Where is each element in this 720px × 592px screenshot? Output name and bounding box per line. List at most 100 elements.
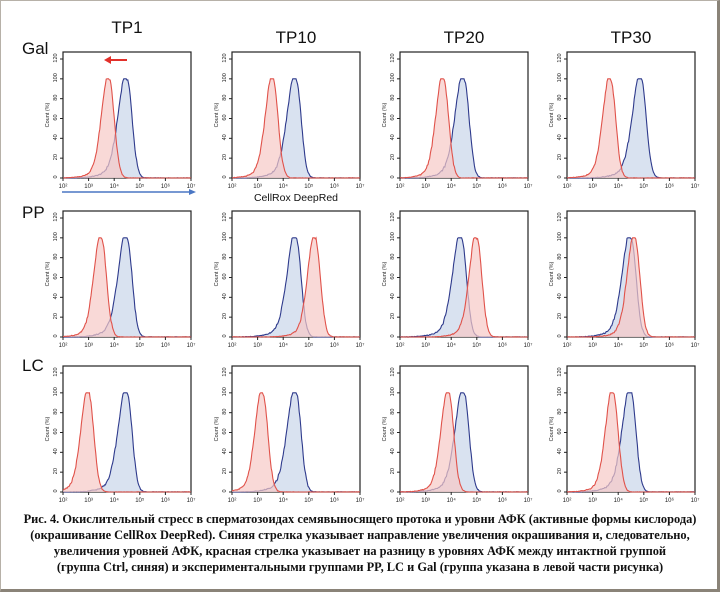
y-tick-label: 120 bbox=[557, 53, 563, 62]
panel-gal-tp30: 0 20 40 60 80 100 120 Count (%) 10² 10³ 10⁴ 10⁵ 10⁶ 1… bbox=[549, 51, 699, 190]
y-tick-label: 0 bbox=[53, 334, 59, 337]
ctrl-histogram-fill bbox=[400, 78, 528, 178]
y-tick-label: 20 bbox=[53, 154, 59, 160]
x-tick-label: 10⁵ bbox=[472, 183, 482, 190]
column-title-tp10: TP10 bbox=[275, 28, 317, 47]
y-axis-label: Count (%) bbox=[214, 261, 220, 286]
y-tick-label: 0 bbox=[53, 175, 59, 178]
x-tick-label: 10⁵ bbox=[639, 342, 649, 349]
x-tick-label: 10² bbox=[228, 343, 237, 349]
y-tick-label: 80 bbox=[53, 254, 59, 260]
x-tick-label: 10³ bbox=[588, 343, 597, 349]
y-tick-label: 0 bbox=[222, 334, 228, 337]
experimental-histogram-line bbox=[63, 78, 192, 179]
blue-arrow-icon bbox=[62, 189, 196, 195]
x-tick-label: 10² bbox=[563, 184, 572, 190]
panel-lc-tp1: 0 20 40 60 80 100 120 Count (%) 10² 10³ 10⁴ 10⁵ 10⁶ 1… bbox=[45, 365, 195, 504]
x-tick-label: 10⁷ bbox=[356, 497, 365, 504]
x-tick-label: 10⁶ bbox=[161, 183, 171, 190]
x-tick-label: 10³ bbox=[253, 184, 262, 190]
y-tick-label: 100 bbox=[53, 232, 59, 241]
y-tick-label: 80 bbox=[222, 95, 228, 101]
row-label-gal: Gal bbox=[22, 39, 49, 58]
y-tick-label: 40 bbox=[390, 293, 396, 299]
x-tick-label: 10³ bbox=[84, 498, 93, 504]
y-axis-label: Count (%) bbox=[45, 102, 51, 127]
y-tick-label: 60 bbox=[53, 273, 59, 279]
x-tick-label: 10³ bbox=[588, 498, 597, 504]
y-tick-label: 80 bbox=[390, 254, 396, 260]
y-tick-label: 60 bbox=[390, 428, 396, 434]
y-tick-label: 100 bbox=[53, 387, 59, 396]
experimental-histogram-line bbox=[232, 236, 361, 338]
y-tick-label: 80 bbox=[557, 254, 563, 260]
y-tick-label: 20 bbox=[222, 154, 228, 160]
x-tick-label: 10³ bbox=[253, 498, 262, 504]
y-tick-label: 0 bbox=[222, 175, 228, 178]
red-arrow-head bbox=[104, 56, 111, 64]
x-tick-label: 10⁴ bbox=[110, 497, 120, 504]
y-tick-label: 20 bbox=[557, 154, 563, 160]
x-axis-label: CellRox DeepRed bbox=[253, 192, 339, 204]
x-tick-label: 10² bbox=[59, 184, 68, 190]
ctrl-histogram-fill bbox=[63, 392, 191, 492]
x-tick-label: 10⁷ bbox=[187, 183, 196, 190]
y-tick-label: 60 bbox=[390, 114, 396, 120]
x-tick-label: 10⁶ bbox=[498, 342, 508, 349]
y-axis-label: Count (%) bbox=[214, 416, 220, 441]
x-tick-label: 10⁶ bbox=[161, 497, 171, 504]
x-tick-label: 10⁷ bbox=[691, 342, 700, 349]
caption-line-3: увеличения уровней АФК, красная стрелка … bbox=[53, 544, 667, 558]
x-tick-label: 10³ bbox=[421, 343, 430, 349]
y-tick-label: 40 bbox=[53, 134, 59, 140]
y-axis-label: Count (%) bbox=[214, 102, 220, 127]
column-title-tp20: TP20 bbox=[443, 28, 485, 47]
y-tick-label: 100 bbox=[390, 232, 396, 241]
experimental-histogram-line bbox=[62, 392, 192, 493]
caption-line-2: (окрашивание CellRox DeepRed). Синяя стр… bbox=[30, 528, 690, 542]
experimental-histogram-line bbox=[399, 78, 528, 179]
panel-lc-tp10: 0 20 40 60 80 100 120 Count (%) 10² 10³ 10⁴ 10⁵ 10⁶ 1… bbox=[214, 365, 365, 504]
x-tick-label: 10⁶ bbox=[498, 183, 508, 190]
x-tick-label: 10⁷ bbox=[356, 183, 365, 190]
experimental-histogram-line bbox=[400, 237, 528, 338]
y-tick-label: 40 bbox=[53, 448, 59, 454]
y-axis-label: Count (%) bbox=[45, 416, 51, 441]
y-tick-label: 120 bbox=[53, 212, 59, 221]
x-tick-label: 10² bbox=[228, 184, 237, 190]
row-label-pp: PP bbox=[22, 203, 45, 222]
y-tick-label: 0 bbox=[53, 489, 59, 492]
ctrl-histogram-fill bbox=[400, 392, 528, 492]
panel-pp-tp1: 0 20 40 60 80 100 120 Count (%) 10² 10³ 10⁴ 10⁵ 10⁶ 1… bbox=[45, 210, 196, 349]
column-title-tp30: TP30 bbox=[610, 28, 652, 47]
x-tick-label: 10³ bbox=[421, 184, 430, 190]
x-tick-label: 10³ bbox=[421, 498, 430, 504]
x-tick-label: 10³ bbox=[84, 343, 93, 349]
y-tick-label: 20 bbox=[222, 468, 228, 474]
y-tick-label: 80 bbox=[390, 409, 396, 415]
ctrl-histogram-fill bbox=[232, 392, 360, 492]
x-tick-label: 10⁵ bbox=[472, 497, 482, 504]
x-tick-label: 10⁴ bbox=[110, 183, 120, 190]
x-tick-label: 10⁶ bbox=[330, 342, 340, 349]
y-tick-label: 60 bbox=[222, 428, 228, 434]
x-tick-label: 10⁶ bbox=[498, 497, 508, 504]
panel-pp-tp20: 0 20 40 60 80 100 120 Count (%) 10² 10³ 10⁴ 10⁵ 10⁶ 1… bbox=[382, 210, 532, 349]
x-tick-label: 10⁴ bbox=[279, 183, 289, 190]
y-tick-label: 100 bbox=[557, 73, 563, 82]
y-axis-label: Count (%) bbox=[549, 416, 555, 441]
panel-pp-tp10: 0 20 40 60 80 100 120 Count (%) 10² 10³ 10⁴ 10⁵ 10⁶ 1… bbox=[214, 210, 364, 349]
y-tick-label: 40 bbox=[557, 134, 563, 140]
y-tick-label: 20 bbox=[222, 313, 228, 319]
y-tick-label: 60 bbox=[53, 428, 59, 434]
ctrl-histogram-fill bbox=[567, 392, 695, 492]
x-tick-label: 10⁷ bbox=[187, 342, 196, 349]
y-tick-label: 20 bbox=[557, 313, 563, 319]
x-tick-label: 10⁴ bbox=[279, 342, 289, 349]
y-tick-label: 0 bbox=[557, 489, 563, 492]
caption-line-4: (группа Ctrl, синяя) и экспериментальным… bbox=[56, 560, 664, 574]
ctrl-histogram-fill bbox=[63, 237, 191, 337]
experimental-histogram-line bbox=[62, 237, 192, 338]
x-tick-label: 10⁷ bbox=[691, 497, 700, 504]
